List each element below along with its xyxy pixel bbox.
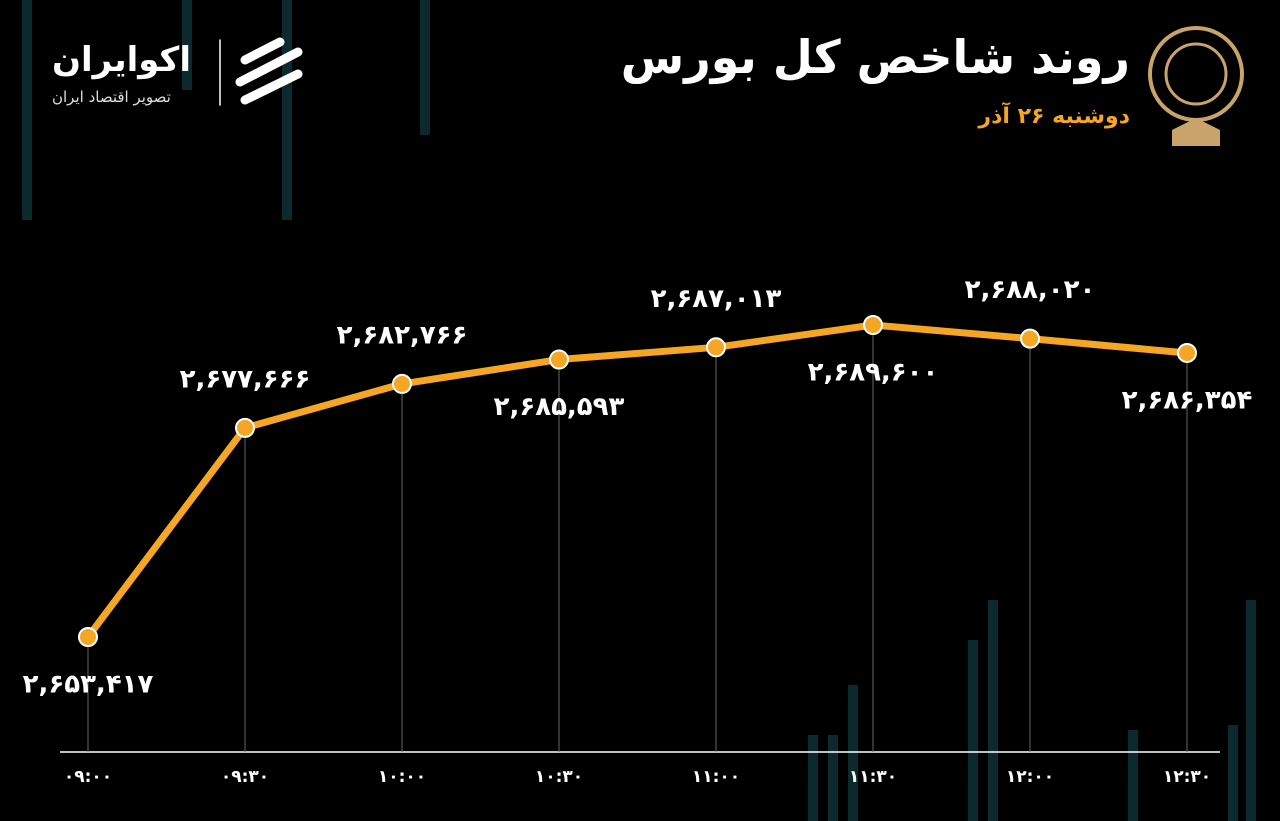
- x-tick-label: ۱۱:۳۰: [849, 767, 897, 787]
- x-tick-label: ۱۲:۰۰: [1006, 767, 1054, 787]
- x-tick-label: ۱۰:۳۰: [535, 767, 583, 787]
- data-label: ۲,۶۸۲,۷۶۶: [337, 320, 468, 350]
- x-tick-label: ۱۱:۰۰: [692, 767, 740, 787]
- brand-icon: [219, 37, 303, 106]
- data-label: ۲,۶۸۶,۳۵۴: [1122, 385, 1253, 415]
- data-label: ۲,۶۸۷,۰۱۳: [651, 284, 782, 314]
- subtitle: دوشنبه ۲۶ آذر: [978, 104, 1130, 129]
- point: [1020, 328, 1040, 349]
- point: [549, 349, 569, 370]
- point: [392, 373, 412, 394]
- point: [706, 337, 726, 358]
- data-label: ۲,۶۷۷,۶۶۶: [180, 364, 311, 394]
- x-tick-label: ۱۰:۰۰: [378, 767, 426, 787]
- emblem: [1148, 26, 1244, 146]
- point: [235, 417, 255, 438]
- data-label: ۲,۶۸۹,۶۰۰: [808, 358, 939, 388]
- brand-name: اکوایران: [52, 40, 191, 80]
- x-tick-label: ۰۹:۳۰: [221, 767, 269, 787]
- point: [78, 627, 98, 647]
- x-tick-label: ۱۲:۳۰: [1163, 767, 1211, 787]
- data-label: ۲,۶۸۵,۵۹۳: [494, 392, 625, 422]
- data-label: ۲,۶۸۸,۰۲۰: [965, 275, 1096, 305]
- point: [863, 315, 883, 335]
- title: روند شاخص کل بورس: [620, 30, 1130, 84]
- series-line: [85, 321, 1188, 640]
- brand-tagline: تصویر اقتصاد ایران: [52, 88, 171, 106]
- x-tick-label: ۰۹:۰۰: [64, 767, 112, 787]
- data-label: ۲,۶۵۳,۴۱۷: [23, 670, 154, 700]
- point: [1177, 342, 1197, 363]
- background-bars: [22, 0, 1256, 821]
